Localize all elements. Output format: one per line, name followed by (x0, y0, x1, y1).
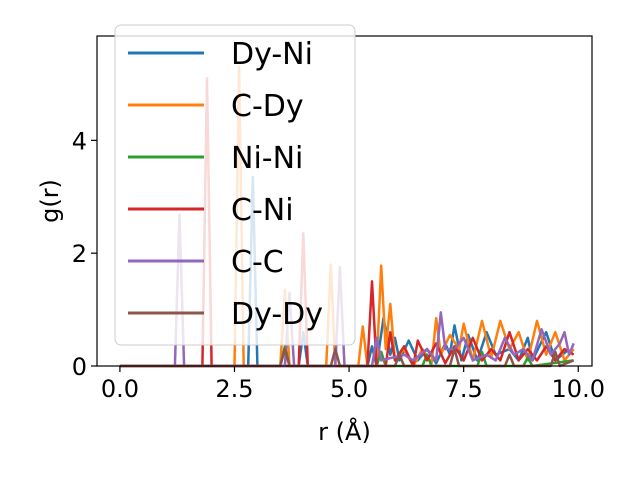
legend-label: Ni-Ni (231, 141, 303, 176)
y-axis-title: g(r) (36, 179, 64, 223)
legend: Dy-Ni C-Dy Ni-Ni C-Ni C-C Dy-Dy (114, 24, 356, 346)
legend-label: C-Dy (231, 89, 304, 124)
legend-label: Dy-Dy (231, 297, 323, 332)
legend-label: Dy-Ni (231, 37, 313, 72)
legend-label: C-Ni (231, 193, 294, 228)
x-tick-label: 0.0 (101, 375, 139, 403)
y-tick-label: 2 (72, 240, 87, 268)
x-tick-label: 10.0 (552, 375, 605, 403)
x-tick-label: 7.5 (445, 375, 483, 403)
x-axis-title: r (Å) (318, 417, 371, 446)
legend-label: C-C (231, 245, 284, 280)
y-tick-label: 4 (72, 127, 87, 155)
x-tick-label: 2.5 (215, 375, 253, 403)
x-axis: 0.0 2.5 5.0 7.5 10.0 (101, 366, 605, 403)
y-axis: 0 2 4 (72, 127, 97, 381)
x-tick-label: 5.0 (330, 375, 368, 403)
y-tick-label: 0 (72, 353, 87, 381)
